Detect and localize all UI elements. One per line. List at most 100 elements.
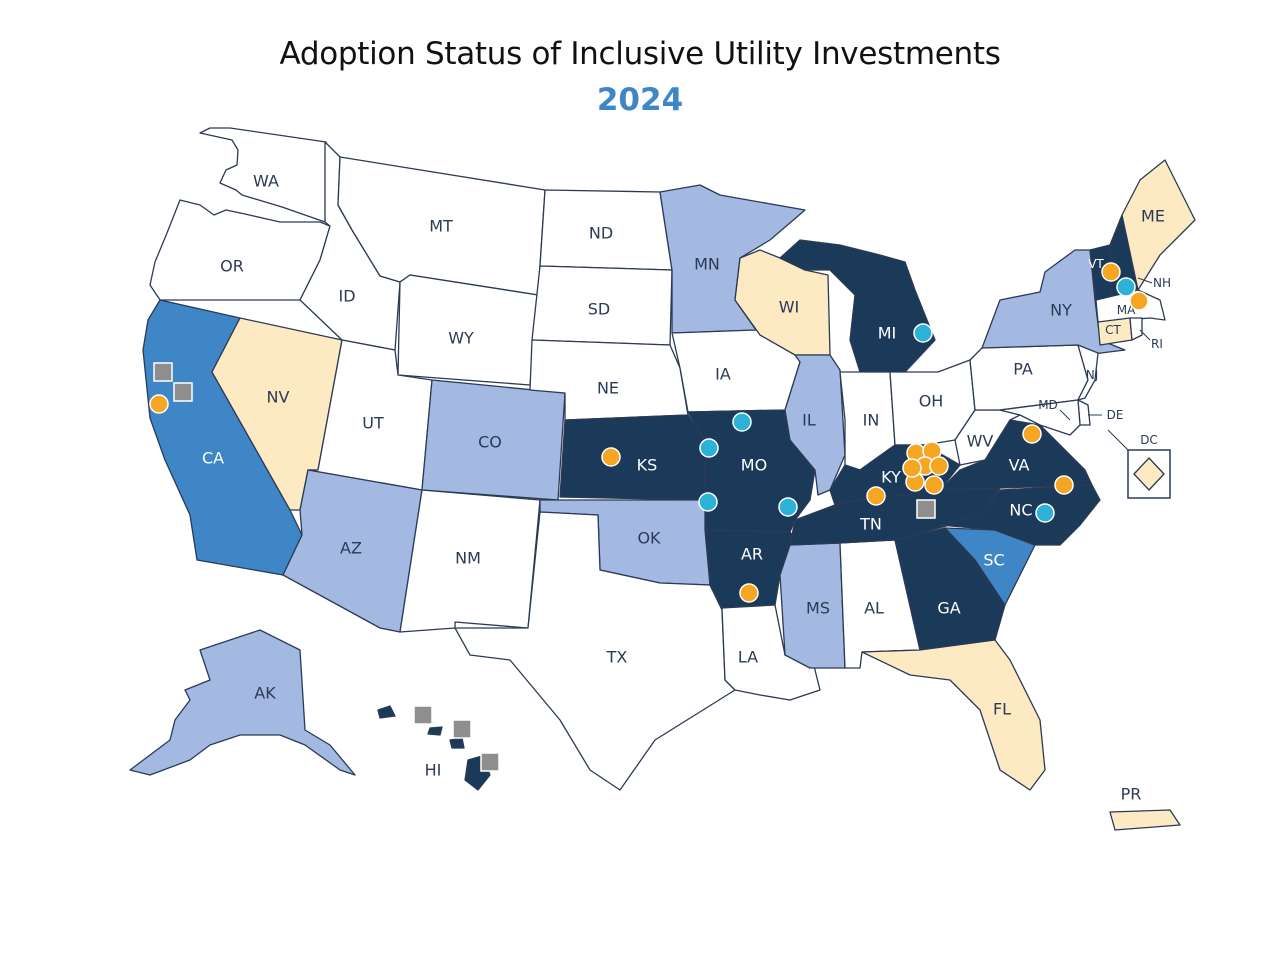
state-label-me: ME [1141, 207, 1165, 226]
state-FL[interactable] [861, 639, 1046, 791]
state-WI[interactable] [734, 249, 831, 356]
state-PR[interactable] [1109, 809, 1181, 831]
state-IL[interactable] [784, 354, 846, 496]
state-MI[interactable] [779, 239, 936, 373]
state-label-mo: MO [741, 456, 767, 475]
state-label-ia: IA [715, 365, 731, 384]
state-label-wi: WI [779, 298, 800, 317]
states-layer [129, 127, 1196, 831]
state-RI[interactable] [1129, 317, 1143, 341]
state-label-ri: RI [1151, 337, 1163, 351]
state-label-vt: VT [1088, 257, 1104, 271]
gray-square-hi [480, 752, 500, 772]
gray-square-ca [153, 362, 173, 382]
state-ME[interactable] [1121, 159, 1196, 291]
state-label-id: ID [338, 287, 355, 306]
state-label-sc: SC [983, 551, 1004, 570]
state-label-wy: WY [448, 329, 474, 348]
orange-dot-ky [929, 456, 949, 476]
state-NC[interactable] [939, 484, 1101, 546]
label-leader-lines [1059, 277, 1153, 451]
cyan-dot-mo [699, 438, 719, 458]
orange-dot-nc [1054, 475, 1074, 495]
state-label-il: IL [802, 411, 816, 430]
gray-square-hi [413, 705, 433, 725]
gray-square-hi [452, 719, 472, 739]
state-label-ok: OK [637, 529, 661, 548]
state-label-in: IN [863, 411, 880, 430]
cyan-dot-mo [698, 492, 718, 512]
state-label-ga: GA [937, 599, 960, 618]
state-label-fl: FL [993, 700, 1011, 719]
state-label-mn: MN [694, 255, 720, 274]
state-label-ak: AK [254, 684, 276, 703]
state-label-ne: NE [597, 379, 619, 398]
state-label-ca: CA [202, 449, 224, 468]
cyan-dot-mo [732, 412, 752, 432]
state-label-wv: WV [967, 432, 994, 451]
state-label-al: AL [864, 599, 884, 618]
orange-dot-ar [739, 583, 759, 603]
state-label-dc: DC [1140, 433, 1158, 447]
state-label-nd: ND [589, 224, 613, 243]
orange-dot-ky [924, 475, 944, 495]
state-AK[interactable] [129, 629, 356, 776]
cyan-dot-mo [778, 497, 798, 517]
page-title: Adoption Status of Inclusive Utility Inv… [279, 36, 1001, 72]
state-label-pr: PR [1121, 785, 1142, 804]
state-label-wa: WA [253, 172, 279, 191]
orange-dot-ma [1129, 291, 1149, 311]
markers-layer [149, 262, 1149, 772]
state-NJ[interactable] [1077, 344, 1099, 401]
gray-square-tn [916, 499, 936, 519]
state-label-nc: NC [1009, 501, 1032, 520]
state-label-nj: NJ [1086, 368, 1099, 382]
state-label-ut: UT [362, 414, 384, 433]
state-MD[interactable] [999, 399, 1081, 436]
state-label-ar: AR [741, 545, 763, 564]
state-KS[interactable] [559, 414, 706, 501]
state-label-or: OR [220, 257, 244, 276]
state-label-mt: MT [429, 217, 453, 236]
page-subtitle: 2024 [596, 82, 684, 118]
state-DC[interactable] [1133, 457, 1165, 491]
orange-dot-vt [1101, 262, 1121, 282]
state-label-ms: MS [806, 599, 830, 618]
cyan-dot-nh [1116, 277, 1136, 297]
state-label-hi: HI [425, 761, 442, 780]
state-LA[interactable] [721, 604, 821, 701]
state-label-ks: KS [637, 456, 658, 475]
state-MN[interactable] [659, 184, 806, 334]
state-label-oh: OH [919, 392, 944, 411]
state-labels: WA OR CA NV ID MT WY UT AZ CO NM ND SD NE KS OK TX MN IA MO… [202, 172, 1171, 804]
orange-dot-va [1022, 424, 1042, 444]
state-label-nv: NV [267, 388, 290, 407]
orange-dot-tn [866, 486, 886, 506]
state-label-sd: SD [588, 300, 610, 319]
cyan-dot-mi [913, 323, 933, 343]
state-label-pa: PA [1013, 360, 1033, 379]
state-VA[interactable] [939, 419, 1093, 491]
state-label-tn: TN [859, 515, 882, 534]
state-WA[interactable] [199, 127, 328, 223]
cyan-dot-nc [1035, 503, 1055, 523]
orange-dot-ky [902, 458, 922, 478]
orange-dot-ks [601, 447, 621, 467]
state-label-tx: TX [606, 648, 628, 667]
state-label-ny: NY [1050, 301, 1072, 320]
state-label-co: CO [478, 433, 502, 452]
state-label-mi: MI [878, 324, 897, 343]
state-label-md: MD [1038, 398, 1058, 412]
state-label-ct: CT [1105, 323, 1121, 337]
state-label-de: DE [1107, 408, 1124, 422]
state-label-nh: NH [1153, 276, 1171, 290]
state-TX[interactable] [454, 511, 736, 791]
state-label-la: LA [738, 648, 758, 667]
gray-square-ca [173, 382, 193, 402]
state-label-va: VA [1009, 456, 1030, 475]
orange-dot-ca [149, 394, 169, 414]
state-label-nm: NM [455, 549, 481, 568]
state-WY[interactable] [397, 274, 539, 386]
